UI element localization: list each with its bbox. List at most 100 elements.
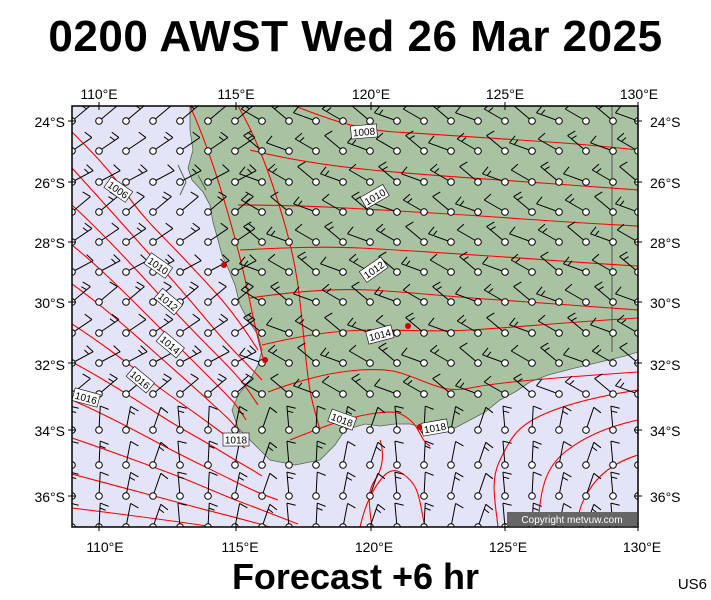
wind-barb [231,373,254,398]
wind-barb [609,440,620,469]
lat-tick-28-right: 28°S [650,235,681,251]
wind-barbs [72,106,638,527]
wind-barb [591,344,617,367]
wind-barb [324,221,347,246]
wind-barb [564,375,590,398]
wind-barb [270,373,293,398]
wind-barb [324,130,347,155]
isobar-line [72,283,241,433]
wind-barb [176,254,202,276]
wind-barb [594,281,617,306]
lat-tick-28-left: 28°S [34,235,65,251]
wind-barb [513,373,536,398]
wind-barb [204,191,227,216]
wind-barb [347,135,374,155]
wind-barb [270,281,293,306]
isobar-line [294,106,638,151]
wind-barb [231,281,254,306]
wind-barb [204,502,218,527]
wind-barb [456,314,482,337]
wind-barb [348,344,374,367]
isobar-line [289,411,431,447]
wind-barb [428,226,455,246]
wind-barb [294,223,320,246]
wind-barb [231,222,256,246]
wind-barb [339,472,356,500]
wind-barb [351,191,374,216]
wind-barb [405,221,428,246]
wind-barb [122,222,147,246]
region-code: US6 [677,576,707,593]
wind-barb [321,283,347,306]
wind-barb [297,161,320,186]
wind-barb [366,406,386,434]
wind-barb [528,471,542,500]
wind-barb [204,281,227,306]
wind-barb [591,163,617,186]
isobar-line [237,204,638,227]
wind-barb [402,193,428,216]
lat-tick-36-right: 36°S [650,489,681,505]
isobar-line [249,149,638,191]
isobar-line [72,437,299,525]
wind-barb [513,106,536,125]
wind-barb [149,131,174,155]
wind-barb [176,440,187,469]
wind-barb [266,317,293,337]
wind-barb [122,472,139,500]
map-title: 0200 AWST Wed 26 Mar 2025 [48,12,663,61]
wind-barb [176,222,201,246]
wind-barb [176,373,199,398]
wind-barb [609,471,620,500]
wind-barb [321,375,347,398]
lon-tick-130: 130°E [620,86,658,102]
wind-barb [293,196,320,216]
wind-barb [72,313,93,337]
wind-barb [122,441,139,469]
wind-barb [393,502,404,527]
wind-barb [405,312,428,337]
wind-barb [239,166,266,186]
wind-barb [297,251,320,276]
wind-barb [402,375,428,398]
wind-barb [401,256,428,276]
wind-barb [378,161,401,186]
wind-barb [594,106,617,125]
isobar-line [493,389,638,527]
wind-barb [72,503,79,527]
wind-barb [231,131,256,155]
wind-barb [486,221,509,246]
wind-barb [72,254,94,276]
isobar-line [189,106,266,366]
wind-barb [204,405,218,434]
wind-barb [555,406,572,434]
wind-barb [456,223,482,246]
wind-barb [432,106,455,125]
wind-barb [616,132,638,155]
wind-barb [564,106,590,125]
wind-barb [455,196,482,216]
wind-barb [510,163,536,186]
wind-barb [95,313,120,337]
wind-barb [258,472,278,500]
wind-barb [590,135,617,155]
isobar-line [72,473,271,527]
lon-tick-130-bottom: 130°E [623,539,661,555]
wind-barb [582,441,602,469]
isobar-line [249,288,638,311]
wind-barb [482,347,509,367]
wind-barb [483,193,509,216]
wind-barb [536,106,563,125]
wind-barb [176,191,199,216]
lat-tick-26-right: 26°S [650,175,681,191]
wind-barb [447,503,464,527]
copyright-text: Copyright metvuw.com [521,515,622,526]
station-dot [221,262,227,268]
wind-barb [339,503,356,527]
wind-barb [95,131,120,155]
wind-barb [294,314,320,337]
wind-barb [122,191,145,216]
wind-barb [231,191,254,216]
copyright-box [507,512,637,526]
wind-barb [122,313,147,337]
